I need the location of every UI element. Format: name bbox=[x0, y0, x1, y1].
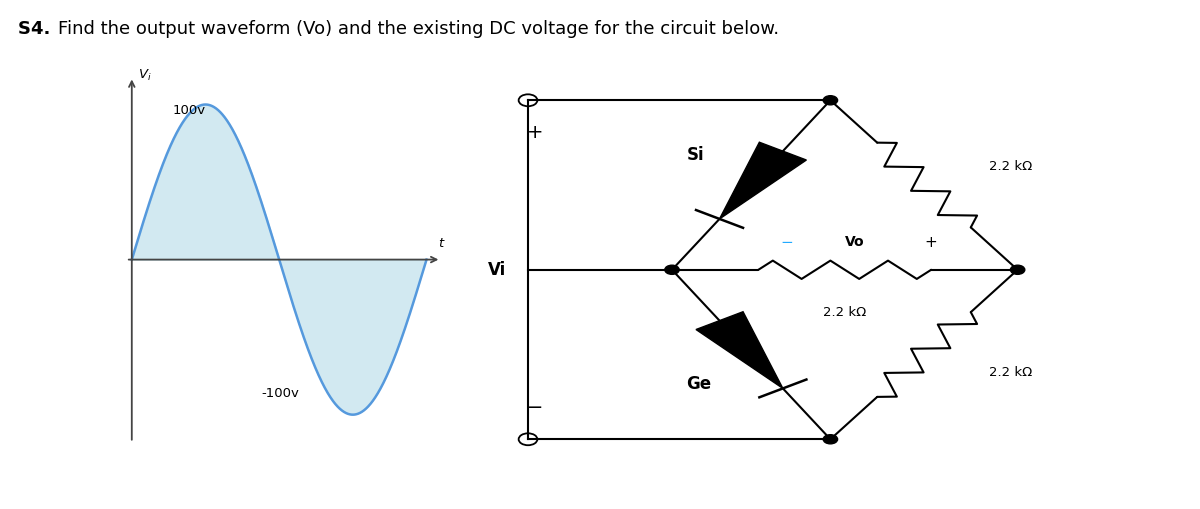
Text: 100v: 100v bbox=[173, 104, 206, 117]
Text: 2.2 kΩ: 2.2 kΩ bbox=[989, 366, 1032, 379]
Text: +: + bbox=[527, 123, 544, 142]
Text: 2.2 kΩ: 2.2 kΩ bbox=[823, 306, 866, 320]
Polygon shape bbox=[720, 142, 806, 219]
Polygon shape bbox=[696, 312, 782, 388]
Text: t: t bbox=[438, 237, 444, 250]
Text: -100v: -100v bbox=[262, 387, 299, 400]
Text: −: − bbox=[527, 398, 544, 417]
Text: −: − bbox=[781, 235, 793, 250]
Text: $V_i$: $V_i$ bbox=[138, 68, 151, 83]
Circle shape bbox=[1010, 265, 1025, 274]
Text: Si: Si bbox=[686, 146, 704, 164]
Circle shape bbox=[823, 96, 838, 105]
Text: Vo: Vo bbox=[845, 235, 864, 249]
Text: 2.2 kΩ: 2.2 kΩ bbox=[989, 160, 1032, 173]
Text: Find the output waveform (Vo) and the existing DC voltage for the circuit below.: Find the output waveform (Vo) and the ex… bbox=[58, 20, 779, 38]
Circle shape bbox=[665, 265, 679, 274]
Text: +: + bbox=[925, 235, 937, 250]
Circle shape bbox=[823, 435, 838, 444]
Text: Vi: Vi bbox=[488, 261, 506, 279]
Text: Ge: Ge bbox=[686, 375, 712, 393]
Text: S4.: S4. bbox=[18, 20, 56, 38]
